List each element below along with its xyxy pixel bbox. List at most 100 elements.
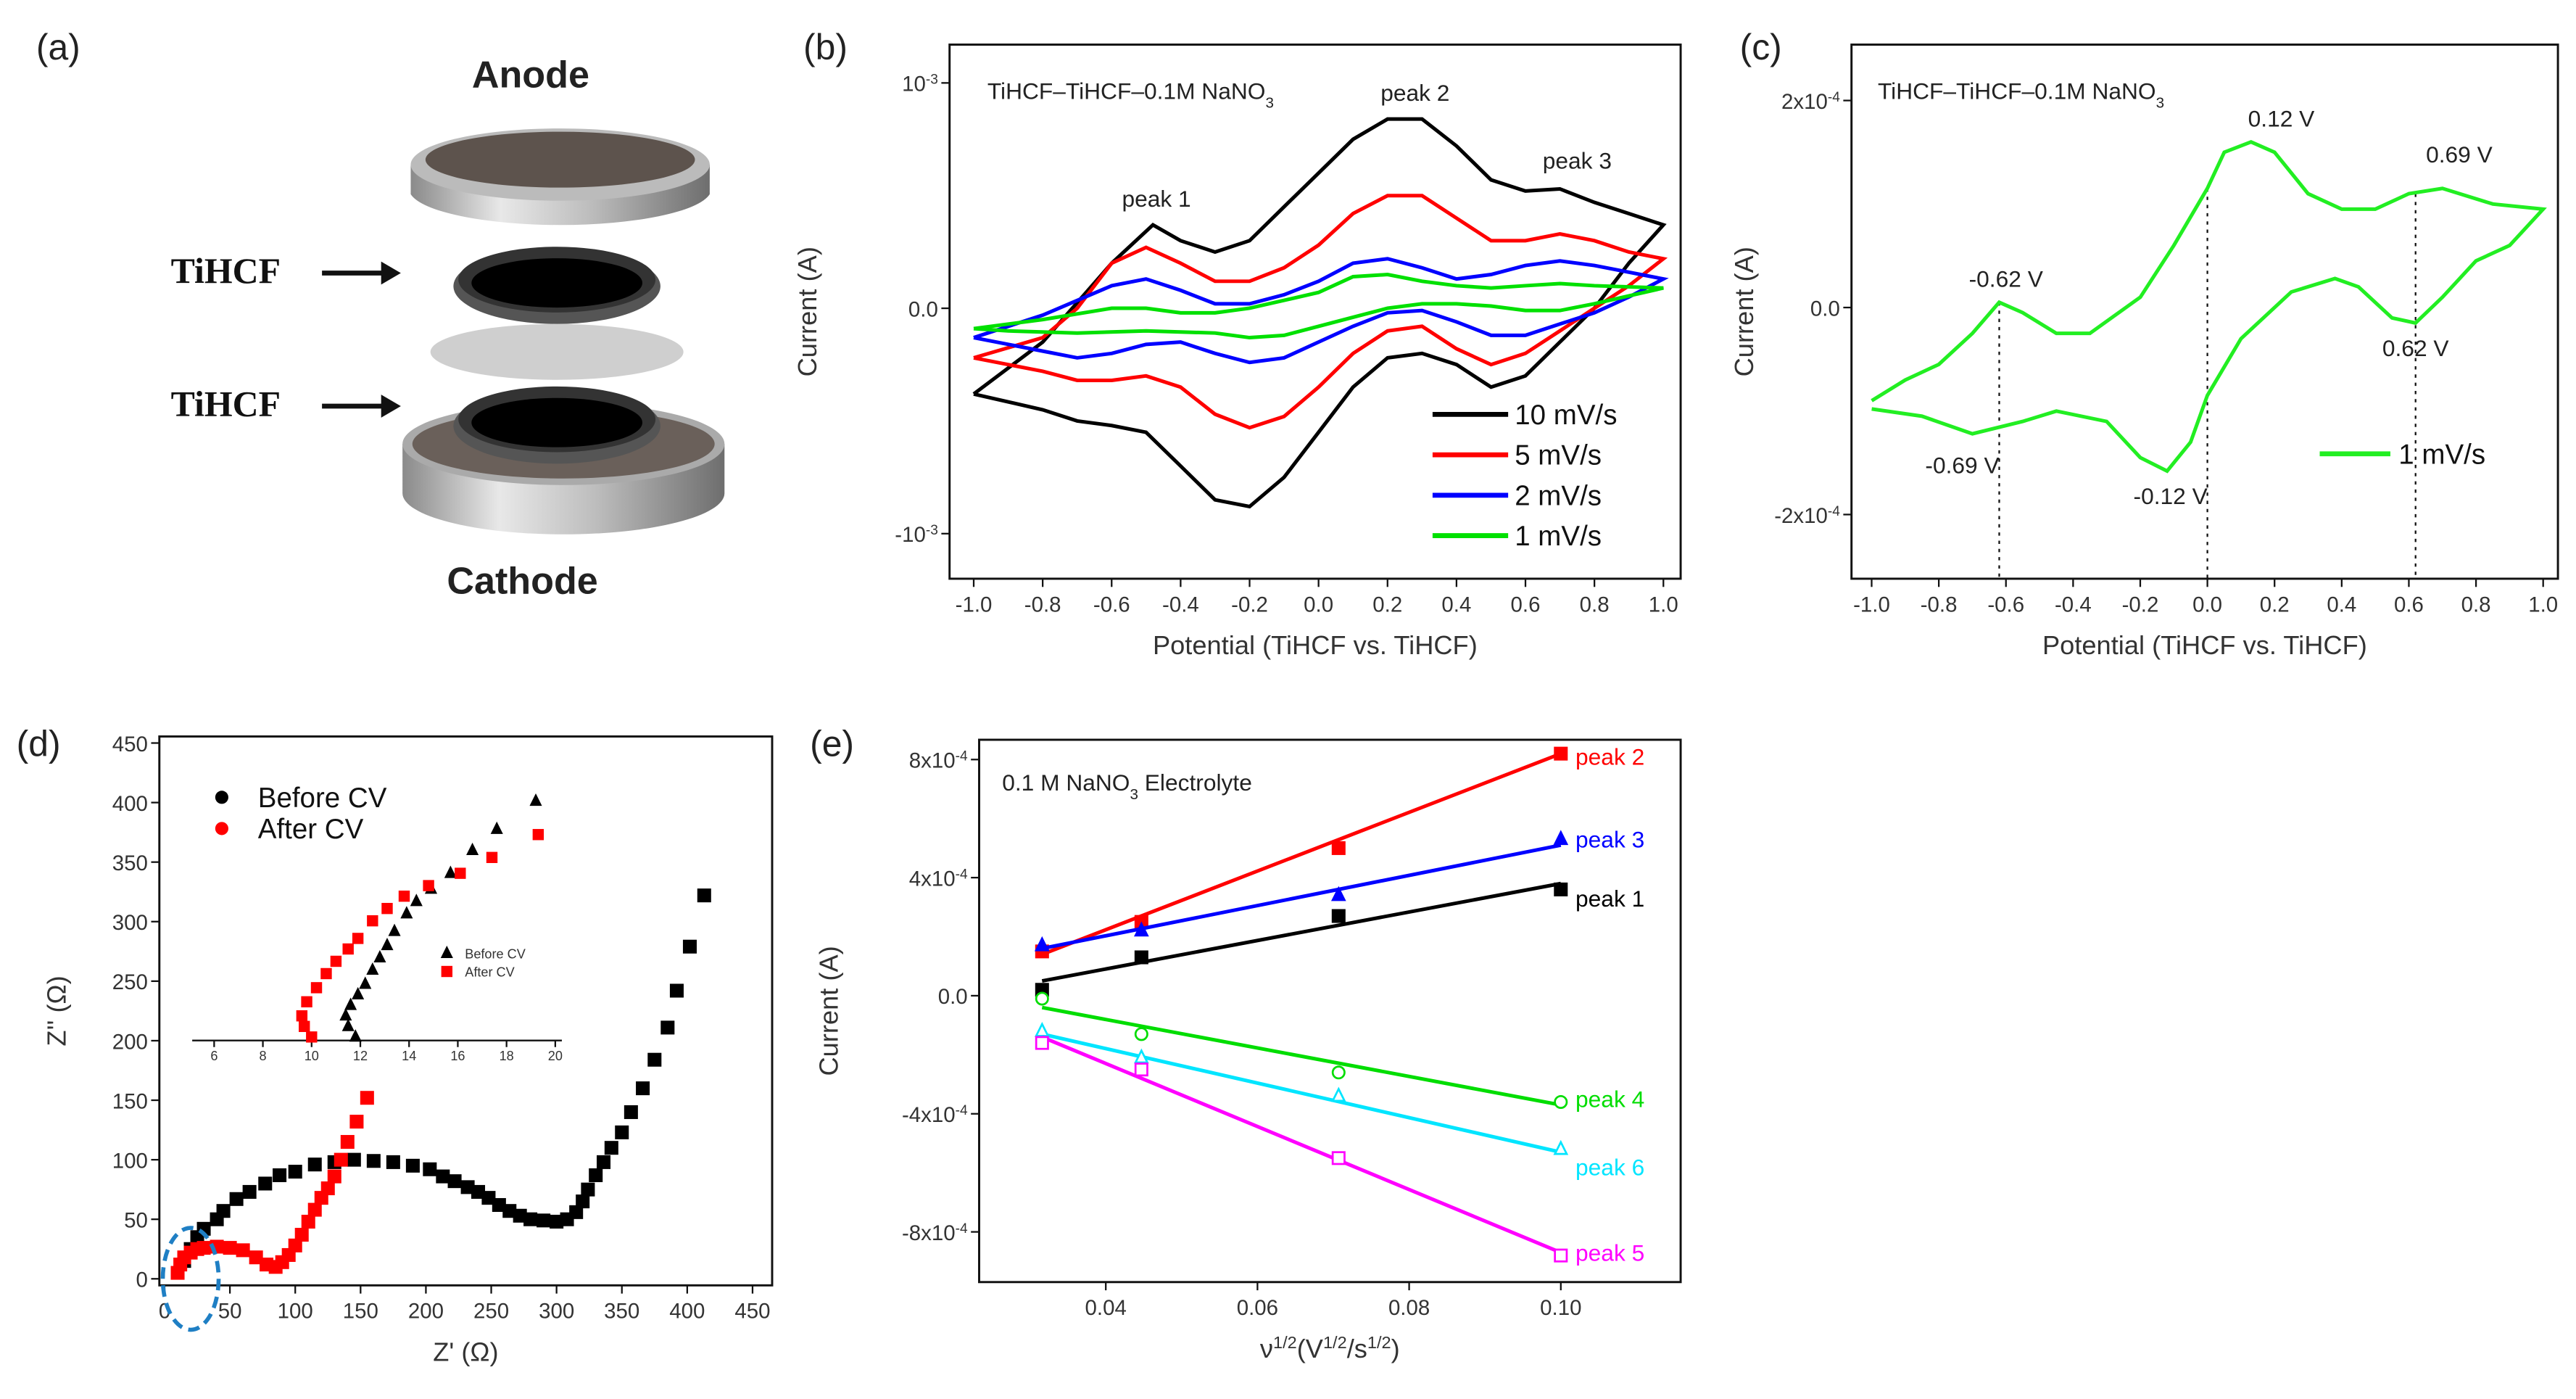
panel-label-a: (a) bbox=[36, 27, 80, 67]
inset-legend-label: After CV bbox=[465, 965, 514, 979]
text-part: peak 2 bbox=[1380, 80, 1449, 106]
series-label: peak 4 bbox=[1575, 1086, 1644, 1113]
data-point bbox=[597, 1155, 611, 1169]
inset-data-point bbox=[398, 890, 410, 902]
data-point bbox=[647, 1052, 662, 1067]
text-part: 0.69 V bbox=[2426, 141, 2493, 168]
data-point bbox=[349, 1115, 364, 1129]
text-part: 200 bbox=[112, 1030, 148, 1054]
peak-potential-label: -0.62 V bbox=[1969, 265, 2044, 292]
fit-line bbox=[1041, 1005, 1562, 1107]
data-point bbox=[236, 1243, 250, 1258]
text-part: Z'' (Ω) bbox=[42, 975, 72, 1046]
text-sup: -3 bbox=[926, 72, 938, 87]
data-point bbox=[216, 1204, 231, 1218]
data-point bbox=[405, 1158, 420, 1173]
x-tick-label: -0.2 bbox=[2122, 593, 2159, 616]
data-point bbox=[307, 1202, 322, 1217]
inset-data-point bbox=[388, 923, 401, 936]
data-point bbox=[223, 1241, 237, 1255]
x-tick-label: 0.0 bbox=[2192, 593, 2222, 616]
y-tick-label: 400 bbox=[112, 792, 148, 816]
data-point bbox=[294, 1228, 309, 1242]
text-part: 100 bbox=[112, 1149, 148, 1173]
text-part: /s bbox=[1347, 1334, 1367, 1363]
text-sup: -4 bbox=[956, 867, 968, 882]
text-sup: -4 bbox=[956, 748, 968, 764]
text-part: 400 bbox=[112, 792, 148, 816]
text-part: 1.0 bbox=[1649, 593, 1678, 616]
x-tick-label: 0.2 bbox=[2260, 593, 2290, 616]
x-tick-label: 350 bbox=[604, 1300, 639, 1324]
inset-data-point bbox=[352, 933, 364, 944]
x-tick-label: 50 bbox=[218, 1300, 242, 1324]
text-part: Current (A) bbox=[792, 247, 822, 376]
text-part: 0.0 bbox=[908, 297, 938, 321]
data-point bbox=[1330, 1086, 1346, 1102]
y-tick-label: -10-3 bbox=[895, 523, 938, 548]
cv-curve bbox=[1871, 139, 2547, 474]
data-point bbox=[366, 1154, 381, 1168]
inset-data-point bbox=[381, 937, 394, 951]
inset-data-point bbox=[342, 943, 354, 955]
x-tick-label: 0.4 bbox=[1441, 593, 1471, 616]
text-part: 300 bbox=[112, 911, 148, 935]
data-point bbox=[1035, 1036, 1049, 1050]
text-part: 4x10 bbox=[909, 867, 956, 891]
data-point bbox=[1034, 936, 1050, 952]
text-part: 0.0 bbox=[1304, 593, 1333, 616]
inset-data-point bbox=[400, 906, 413, 919]
y-tick-label: 50 bbox=[124, 1209, 148, 1233]
inset-data-point bbox=[341, 1018, 355, 1031]
peak-label: peak 3 bbox=[1543, 147, 1612, 173]
data-point bbox=[301, 1214, 315, 1229]
data-point bbox=[1035, 991, 1049, 1006]
text-part: peak 1 bbox=[1575, 886, 1644, 912]
y-tick-label: 0.0 bbox=[938, 985, 968, 1009]
data-point bbox=[1331, 909, 1346, 923]
y-tick-label: -2x10-4 bbox=[1774, 503, 1840, 528]
electrode-top-label: TiHCF bbox=[171, 251, 281, 291]
data-point bbox=[1553, 1139, 1569, 1155]
x-tick-label: 0.04 bbox=[1085, 1296, 1127, 1320]
x-tick-label: 300 bbox=[539, 1300, 574, 1324]
text-part: 0.12 V bbox=[2248, 105, 2316, 131]
x-tick-label: 0.8 bbox=[2461, 593, 2491, 616]
text-part: ν bbox=[1260, 1334, 1273, 1363]
text-part: 450 bbox=[734, 1300, 770, 1324]
series-label: peak 5 bbox=[1575, 1239, 1644, 1266]
text-part: 350 bbox=[604, 1300, 639, 1324]
plot-frame bbox=[948, 44, 1682, 580]
text-sup: -4 bbox=[956, 1103, 968, 1118]
data-point bbox=[258, 1176, 273, 1191]
inset-data-point bbox=[532, 829, 544, 841]
text-part: peak 6 bbox=[1575, 1154, 1644, 1180]
text-part: 16 bbox=[450, 1049, 465, 1063]
data-point bbox=[660, 1020, 675, 1035]
inset-x-tick-label: 8 bbox=[260, 1049, 267, 1063]
inset-data-point bbox=[444, 865, 457, 878]
data-point bbox=[334, 1152, 348, 1167]
inset-data-point bbox=[330, 955, 342, 967]
series-label: peak 3 bbox=[1575, 827, 1644, 853]
data-point bbox=[1331, 1065, 1346, 1080]
x-tick-label: 0.08 bbox=[1388, 1296, 1430, 1320]
text-part: 1 mV/s bbox=[1515, 521, 1602, 552]
inset-x-tick-label: 20 bbox=[548, 1049, 563, 1063]
text-part: -0.8 bbox=[1921, 593, 1958, 616]
data-point bbox=[697, 888, 711, 903]
inset-data-point bbox=[349, 1029, 362, 1042]
text-sup: -4 bbox=[1828, 89, 1840, 104]
legend-label: 2 mV/s bbox=[1515, 480, 1602, 511]
inset-x-tick-label: 12 bbox=[353, 1049, 368, 1063]
data-point bbox=[604, 1141, 618, 1155]
x-tick-label: 1.0 bbox=[2528, 593, 2558, 616]
inset-data-point bbox=[490, 821, 503, 834]
text-part: 250 bbox=[473, 1300, 509, 1324]
inset-data-point bbox=[320, 967, 332, 980]
text-part: -4x10 bbox=[902, 1103, 956, 1127]
inset-data-point bbox=[299, 1020, 310, 1032]
inset-legend-marker bbox=[441, 965, 453, 978]
data-point bbox=[340, 1134, 355, 1150]
text-part: Electrolyte bbox=[1138, 769, 1252, 796]
